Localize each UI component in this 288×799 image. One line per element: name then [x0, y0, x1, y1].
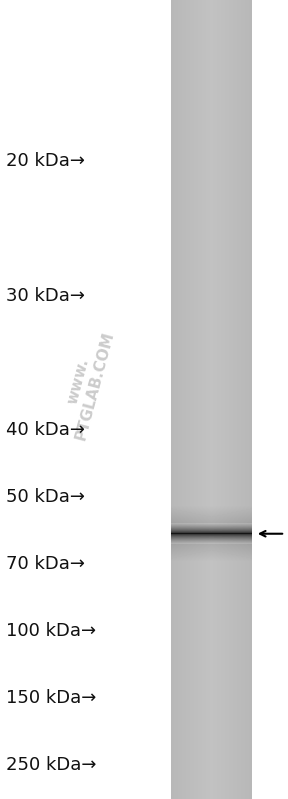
Text: 100 kDa→: 100 kDa→ — [6, 622, 96, 640]
Text: 40 kDa→: 40 kDa→ — [6, 421, 85, 439]
Text: www.
PTGLAB.COM: www. PTGLAB.COM — [56, 325, 117, 442]
Text: 20 kDa→: 20 kDa→ — [6, 153, 85, 170]
Text: 70 kDa→: 70 kDa→ — [6, 555, 85, 573]
Text: 30 kDa→: 30 kDa→ — [6, 287, 85, 304]
Text: 250 kDa→: 250 kDa→ — [6, 757, 96, 774]
Text: 50 kDa→: 50 kDa→ — [6, 488, 85, 506]
Text: 150 kDa→: 150 kDa→ — [6, 690, 96, 707]
